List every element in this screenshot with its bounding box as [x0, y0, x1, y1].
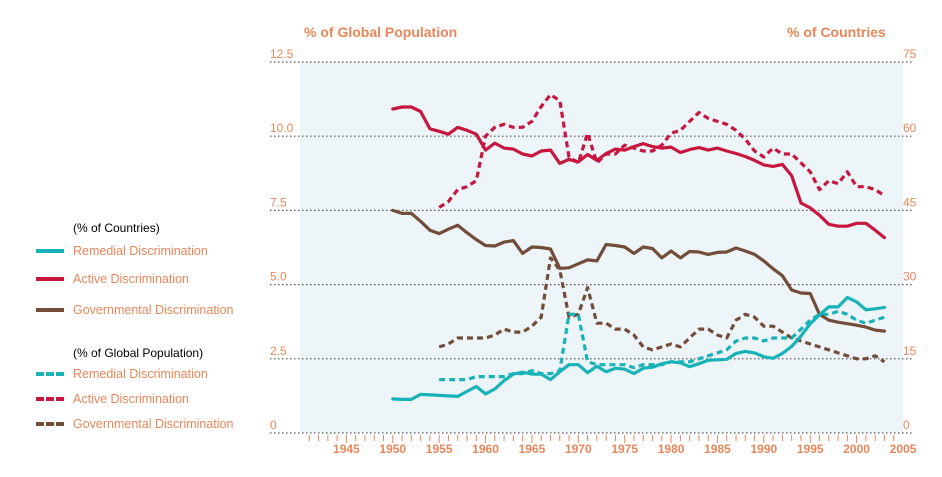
legend-label: Remedial Discrimination: [73, 367, 208, 381]
legend-swatch: [36, 249, 64, 253]
x-tick-label: 2005: [890, 442, 917, 456]
x-tick-label: 1995: [797, 442, 824, 456]
plot-area: [300, 62, 903, 433]
legend-swatch: [36, 308, 64, 312]
legend-label: Governmental Discrimination: [73, 303, 234, 317]
gridlines: [270, 61, 912, 434]
right-tick-label: 15: [903, 344, 917, 358]
legend-label: Governmental Discrimination: [73, 417, 234, 431]
legend-swatch: [36, 277, 64, 281]
x-tick-label: 1965: [519, 442, 546, 456]
legend-item-remedial-population: Remedial Discrimination: [36, 366, 208, 382]
series-line: [438, 256, 886, 364]
axes: 0 0 2.5 15 5.0 30 7.5 45 10.0 60 12.5 75 1945 1950 195…: [270, 47, 917, 456]
x-tick-label: 1960: [472, 442, 499, 456]
right-tick-label: 0: [903, 418, 910, 432]
x-tick-label: 1970: [565, 442, 592, 456]
x-tick-label: 1950: [379, 442, 406, 456]
x-tick-label: 1945: [333, 442, 360, 456]
right-axis-title: % of Countries: [787, 24, 886, 40]
right-tick-label: 30: [903, 270, 917, 284]
left-axis-title: % of Global Population: [304, 24, 458, 40]
left-tick-label: 0: [270, 418, 277, 432]
legend: (% of Countries) Remedial Discrimination…: [0, 0, 270, 477]
legend-label: Active Discrimination: [73, 272, 190, 286]
legend-heading-countries: (% of Countries): [73, 221, 160, 235]
x-tick-label: 1975: [611, 442, 638, 456]
legend-swatch: [36, 397, 64, 401]
legend-item-governmental-countries: Governmental Discrimination: [36, 302, 233, 318]
x-tick-label: 1980: [658, 442, 685, 456]
right-tick-label: 60: [903, 121, 917, 135]
right-tick-label: 45: [903, 195, 917, 209]
legend-item-governmental-population: Governmental Discrimination: [36, 416, 233, 432]
legend-swatch: [36, 372, 64, 376]
x-tick-label: 1985: [704, 442, 731, 456]
left-tick-label: 2.5: [270, 344, 287, 358]
series-line: [391, 105, 887, 240]
legend-label: Active Discrimination: [73, 392, 190, 406]
right-tick-label: 75: [903, 47, 917, 61]
series-layer: [391, 92, 887, 401]
left-tick-label: 5.0: [270, 270, 287, 284]
series-line: [438, 92, 886, 209]
legend-item-active-population: Active Discrimination: [36, 391, 189, 407]
x-tick-label: 1990: [750, 442, 777, 456]
series-line: [391, 208, 887, 333]
legend-item-active-countries: Active Discrimination: [36, 271, 189, 287]
left-tick-label: 7.5: [270, 195, 287, 209]
left-tick-label: 10.0: [270, 121, 294, 135]
left-tick-label: 12.5: [270, 47, 294, 61]
legend-heading-population: (% of Global Population): [73, 346, 204, 360]
legend-item-remedial-countries: Remedial Discrimination: [36, 243, 208, 259]
series-line: [391, 295, 887, 401]
x-tick-label: 1955: [426, 442, 453, 456]
x-tick-label: 2000: [843, 442, 870, 456]
legend-label: Remedial Discrimination: [73, 244, 208, 258]
legend-swatch: [36, 422, 64, 426]
